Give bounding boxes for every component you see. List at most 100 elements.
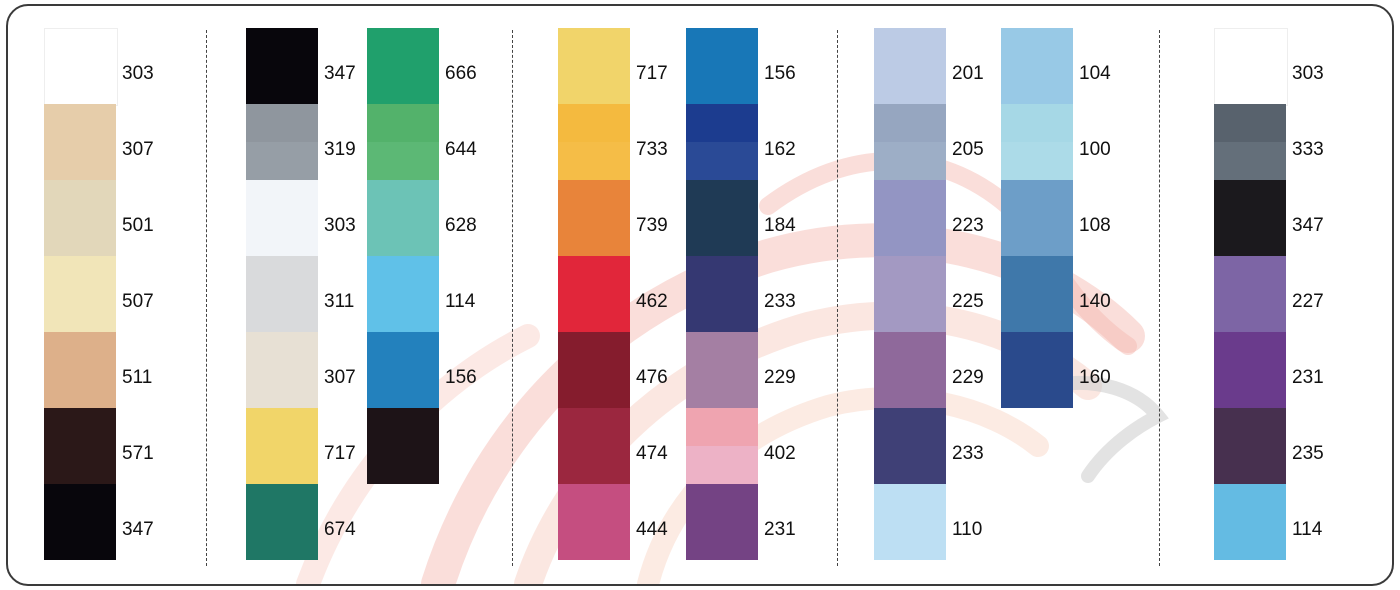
- color-swatch[interactable]: [1001, 180, 1073, 256]
- color-swatch[interactable]: [874, 28, 946, 104]
- color-swatch[interactable]: [1214, 484, 1286, 560]
- color-code-label: 717: [636, 63, 668, 84]
- color-code-label: 223: [952, 215, 984, 236]
- color-swatch[interactable]: [874, 408, 946, 484]
- color-swatch[interactable]: [44, 28, 118, 106]
- color-code-label: 347: [1292, 215, 1324, 236]
- color-code-label: 156: [764, 63, 796, 84]
- color-swatch[interactable]: [686, 104, 758, 180]
- color-swatch[interactable]: [1214, 28, 1288, 106]
- color-swatch[interactable]: [686, 28, 758, 104]
- color-swatch[interactable]: [246, 256, 318, 332]
- color-code-label: 162: [764, 139, 796, 160]
- color-swatch[interactable]: [367, 104, 439, 180]
- color-swatch[interactable]: [44, 256, 116, 332]
- color-swatch[interactable]: [558, 332, 630, 408]
- color-swatch[interactable]: [558, 484, 630, 560]
- color-code-label: 666: [445, 63, 477, 84]
- color-swatch[interactable]: [246, 28, 318, 104]
- color-code-label: 114: [445, 291, 476, 312]
- color-swatch[interactable]: [558, 408, 630, 484]
- color-code-label: 717: [324, 443, 356, 464]
- color-swatch[interactable]: [874, 332, 946, 408]
- color-swatch[interactable]: [1001, 256, 1073, 332]
- color-swatch[interactable]: [874, 256, 946, 332]
- color-code-label: 319: [324, 139, 356, 160]
- color-code-label: 307: [122, 139, 154, 160]
- color-swatch[interactable]: [367, 332, 439, 408]
- color-code-label: 347: [122, 519, 154, 540]
- color-swatch[interactable]: [686, 256, 758, 332]
- color-swatch[interactable]: [874, 180, 946, 256]
- color-code-label: 644: [445, 139, 477, 160]
- color-swatch[interactable]: [367, 28, 439, 104]
- color-swatch[interactable]: [1001, 104, 1073, 180]
- color-swatch[interactable]: [44, 484, 116, 560]
- color-swatch[interactable]: [1214, 104, 1286, 180]
- group-divider-4: [1159, 30, 1160, 566]
- color-swatch[interactable]: [686, 408, 758, 484]
- color-code-label: 476: [636, 367, 668, 388]
- group-divider-2: [512, 30, 513, 566]
- color-swatch[interactable]: [558, 180, 630, 256]
- color-swatch[interactable]: [44, 408, 116, 484]
- color-swatch[interactable]: [558, 256, 630, 332]
- color-code-label: 233: [952, 443, 984, 464]
- color-code-label: 303: [122, 63, 154, 84]
- color-code-label: 231: [764, 519, 796, 540]
- color-code-label: 235: [1292, 443, 1324, 464]
- color-code-label: 104: [1079, 63, 1111, 84]
- color-code-label: 444: [636, 519, 668, 540]
- color-code-label: 511: [122, 367, 153, 388]
- color-swatch[interactable]: [1214, 256, 1286, 332]
- color-swatch[interactable]: [1214, 408, 1286, 484]
- color-code-label: 628: [445, 215, 477, 236]
- color-code-label: 156: [445, 367, 477, 388]
- color-code-label: 140: [1079, 291, 1111, 312]
- color-swatch[interactable]: [1001, 332, 1073, 408]
- color-swatch[interactable]: [44, 332, 116, 408]
- color-code-label: 733: [636, 139, 668, 160]
- color-swatch[interactable]: [686, 332, 758, 408]
- color-code-label: 110: [952, 519, 983, 540]
- color-code-label: 100: [1079, 139, 1111, 160]
- color-swatch[interactable]: [558, 104, 630, 180]
- color-code-label: 231: [1292, 367, 1324, 388]
- color-code-label: 311: [324, 291, 355, 312]
- color-swatch[interactable]: [367, 180, 439, 256]
- color-swatch[interactable]: [874, 484, 946, 560]
- color-code-label: 114: [1292, 519, 1323, 540]
- group-divider-1: [206, 30, 207, 566]
- color-swatch[interactable]: [874, 104, 946, 180]
- color-swatch[interactable]: [686, 484, 758, 560]
- color-code-label: 184: [764, 215, 796, 236]
- color-code-label: 571: [122, 443, 154, 464]
- color-code-label: 347: [324, 63, 356, 84]
- color-swatch[interactable]: [1001, 28, 1073, 104]
- color-swatch[interactable]: [44, 180, 116, 256]
- color-swatch[interactable]: [246, 408, 318, 484]
- color-swatch[interactable]: [1214, 332, 1286, 408]
- color-code-label: 225: [952, 291, 984, 312]
- color-code-label: 205: [952, 139, 984, 160]
- color-swatch[interactable]: [1214, 180, 1286, 256]
- color-swatch[interactable]: [246, 332, 318, 408]
- color-code-label: 507: [122, 291, 154, 312]
- color-code-label: 229: [764, 367, 796, 388]
- color-swatch[interactable]: [246, 180, 318, 256]
- color-swatch[interactable]: [246, 104, 318, 180]
- color-code-label: 303: [324, 215, 356, 236]
- color-swatch[interactable]: [367, 408, 439, 484]
- color-swatch[interactable]: [246, 484, 318, 560]
- color-code-label: 462: [636, 291, 668, 312]
- color-code-label: 307: [324, 367, 356, 388]
- color-swatch[interactable]: [44, 104, 116, 180]
- color-code-label: 229: [952, 367, 984, 388]
- color-code-label: 303: [1292, 63, 1324, 84]
- color-code-label: 402: [764, 443, 796, 464]
- color-swatch[interactable]: [367, 256, 439, 332]
- color-code-label: 108: [1079, 215, 1111, 236]
- color-swatch[interactable]: [686, 180, 758, 256]
- color-code-label: 739: [636, 215, 668, 236]
- color-swatch[interactable]: [558, 28, 630, 104]
